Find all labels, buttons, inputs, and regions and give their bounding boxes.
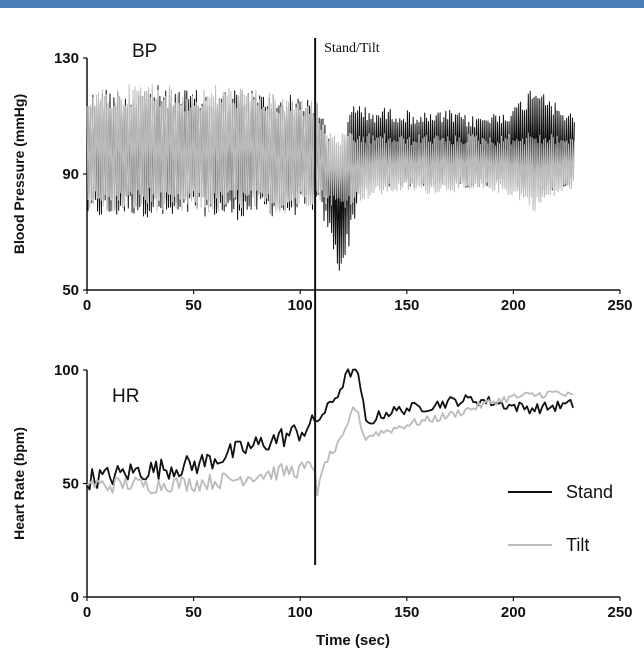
x-tick-label: 0	[83, 604, 91, 621]
x-tick-label: 50	[185, 604, 202, 621]
event-overlay: Stand/Tilt	[314, 38, 380, 565]
x-tick-label: 0	[83, 297, 91, 314]
bp-series-tilt-line	[86, 83, 575, 214]
y-axis-label: Blood Pressure (mmHg)	[11, 94, 27, 254]
y-tick-label: 50	[62, 476, 79, 493]
x-tick-label: 200	[501, 604, 526, 621]
x-tick-label: 100	[288, 604, 313, 621]
y-tick-label: 130	[54, 50, 79, 67]
y-tick-label: 100	[54, 362, 79, 379]
x-tick-label: 250	[607, 297, 632, 314]
legend-label-tilt: Tilt	[566, 535, 589, 555]
panel-label: BP	[132, 41, 157, 62]
event-annotation: Stand/Tilt	[324, 41, 380, 56]
hr-series-stand-line	[86, 368, 574, 491]
x-tick-label: 50	[185, 297, 202, 314]
x-tick-label: 200	[501, 297, 526, 314]
top-accent-bar	[0, 0, 644, 8]
x-tick-label: 150	[394, 604, 419, 621]
y-tick-label: 0	[71, 589, 79, 606]
panel-label: HR	[112, 386, 139, 407]
x-tick-label: 150	[394, 297, 419, 314]
y-axis-label: Heart Rate (bpm)	[11, 427, 27, 540]
hr-panel: 0 50 100 150 200 250 0 50 100 Heart Rate (bpm) Tim…	[11, 362, 633, 649]
x-tick-label: 100	[288, 297, 313, 314]
x-tick-label: 250	[607, 604, 632, 621]
y-tick-label: 90	[62, 166, 79, 183]
hr-series-tilt-line	[86, 390, 574, 497]
legend-label-stand: Stand	[566, 482, 613, 502]
y-tick-label: 50	[62, 282, 79, 299]
x-axis-label: Time (sec)	[316, 632, 390, 649]
